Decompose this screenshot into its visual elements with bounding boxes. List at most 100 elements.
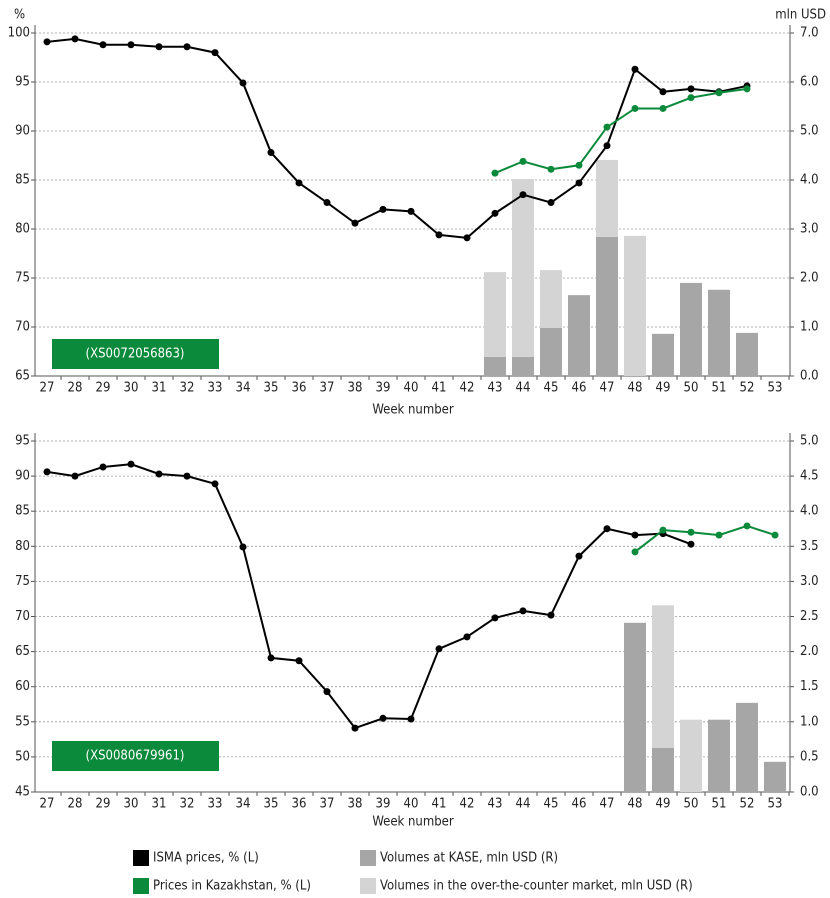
x-tick-label: 33 bbox=[208, 797, 223, 812]
point bbox=[631, 65, 639, 73]
x-tick-label: 32 bbox=[180, 797, 195, 812]
x-tick-label: 39 bbox=[376, 381, 391, 396]
y2-tick-label: 5.0 bbox=[800, 124, 819, 139]
x-tick-label: 32 bbox=[180, 381, 195, 396]
x-tick-label: 30 bbox=[124, 797, 139, 812]
annotation-box bbox=[52, 741, 219, 771]
y2-tick-label: 7.0 bbox=[800, 26, 819, 41]
point bbox=[547, 611, 555, 619]
y-tick-label: 85 bbox=[15, 173, 30, 188]
point bbox=[659, 104, 667, 112]
y-tick-label: 60 bbox=[15, 679, 30, 694]
y2-tick-label: 5.0 bbox=[800, 434, 819, 449]
y2-tick-label: 0.5 bbox=[800, 749, 819, 764]
y2-tick-label: 0.0 bbox=[800, 369, 819, 384]
y2-tick-label: 2.0 bbox=[800, 644, 819, 659]
x-tick-label: 29 bbox=[96, 381, 111, 396]
point bbox=[379, 205, 387, 213]
x-tick-label: 30 bbox=[124, 381, 139, 396]
x-tick-label: 45 bbox=[544, 381, 559, 396]
annotation: (XS0080679961) bbox=[86, 749, 185, 764]
bar bbox=[568, 295, 590, 376]
point bbox=[99, 41, 107, 49]
x-tick-label: 46 bbox=[572, 797, 587, 812]
bar bbox=[624, 235, 646, 376]
y2-tick-label: 2.5 bbox=[800, 609, 819, 624]
point bbox=[239, 543, 247, 551]
y2-tick-label: 4.0 bbox=[800, 173, 819, 188]
x-tick-label: 50 bbox=[684, 381, 699, 396]
x-tick-label: 42 bbox=[460, 381, 475, 396]
x-tick-label: 48 bbox=[628, 381, 643, 396]
point bbox=[435, 231, 443, 239]
point bbox=[575, 161, 583, 169]
y2-tick-label: 1.5 bbox=[800, 679, 819, 694]
legend-label: Volumes at KASE, mln USD (R) bbox=[380, 851, 558, 866]
x-tick-label: 51 bbox=[712, 797, 727, 812]
y-tick-label: 70 bbox=[15, 320, 30, 335]
point bbox=[295, 657, 303, 665]
bar bbox=[540, 327, 562, 376]
x-tick-label: 51 bbox=[712, 381, 727, 396]
y2-tick-label: 3.0 bbox=[800, 222, 819, 237]
point bbox=[631, 548, 639, 556]
x-tick-label: 40 bbox=[404, 381, 419, 396]
point bbox=[183, 472, 191, 480]
x-tick-label: 29 bbox=[96, 797, 111, 812]
x-tick-label: 39 bbox=[376, 797, 391, 812]
x-tick-label: 49 bbox=[656, 797, 671, 812]
annotation: (XS0072056863) bbox=[86, 347, 185, 362]
point bbox=[435, 645, 443, 653]
point bbox=[211, 480, 219, 488]
x-tick-label: 28 bbox=[68, 381, 83, 396]
x-tick-label: 42 bbox=[460, 797, 475, 812]
point bbox=[519, 157, 527, 165]
bar bbox=[596, 159, 618, 237]
y2-tick-label: 3.5 bbox=[800, 539, 819, 554]
legend-swatch bbox=[133, 850, 149, 866]
point bbox=[127, 460, 135, 468]
point bbox=[575, 552, 583, 560]
point bbox=[687, 540, 695, 548]
x-tick-label: 28 bbox=[68, 797, 83, 812]
point bbox=[155, 470, 163, 478]
x-tick-label: 44 bbox=[516, 381, 531, 396]
point bbox=[715, 531, 723, 539]
y-tick-label: 80 bbox=[15, 539, 30, 554]
point bbox=[631, 531, 639, 539]
y-tick-label: 95 bbox=[15, 434, 30, 449]
x-tick-label: 41 bbox=[432, 797, 447, 812]
x-tick-label: 36 bbox=[292, 381, 307, 396]
point bbox=[547, 199, 555, 207]
point bbox=[379, 714, 387, 722]
point bbox=[603, 123, 611, 131]
x-tick-label: 47 bbox=[600, 381, 615, 396]
y-tick-label: 75 bbox=[15, 574, 30, 589]
y2-tick-label: 6.0 bbox=[800, 75, 819, 90]
bar bbox=[512, 179, 534, 357]
y-tick-label: 50 bbox=[15, 749, 30, 764]
point bbox=[687, 528, 695, 536]
point bbox=[43, 468, 51, 476]
point bbox=[211, 49, 219, 57]
chart-panel: 65 70 75 80 85 90 95 100 0.0 1.0 2.0 3.0 4.0 5.0 6.0 7.… bbox=[8, 8, 826, 418]
point bbox=[491, 169, 499, 177]
x-tick-label: 48 bbox=[628, 797, 643, 812]
point bbox=[603, 525, 611, 533]
y2-axis-label: mln USD bbox=[775, 8, 826, 23]
x-tick-label: 31 bbox=[152, 797, 167, 812]
y-tick-label: 65 bbox=[15, 369, 30, 384]
y-tick-label: 90 bbox=[15, 124, 30, 139]
line bbox=[634, 524, 776, 553]
point bbox=[743, 522, 751, 530]
point bbox=[659, 88, 667, 96]
bar bbox=[624, 622, 646, 792]
y2-tick-label: 1.0 bbox=[800, 714, 819, 729]
line bbox=[46, 37, 748, 239]
point bbox=[267, 654, 275, 662]
y2-tick-label: 2.0 bbox=[800, 271, 819, 286]
point bbox=[127, 41, 135, 49]
x-tick-label: 31 bbox=[152, 381, 167, 396]
x-tick-label: 43 bbox=[488, 797, 503, 812]
